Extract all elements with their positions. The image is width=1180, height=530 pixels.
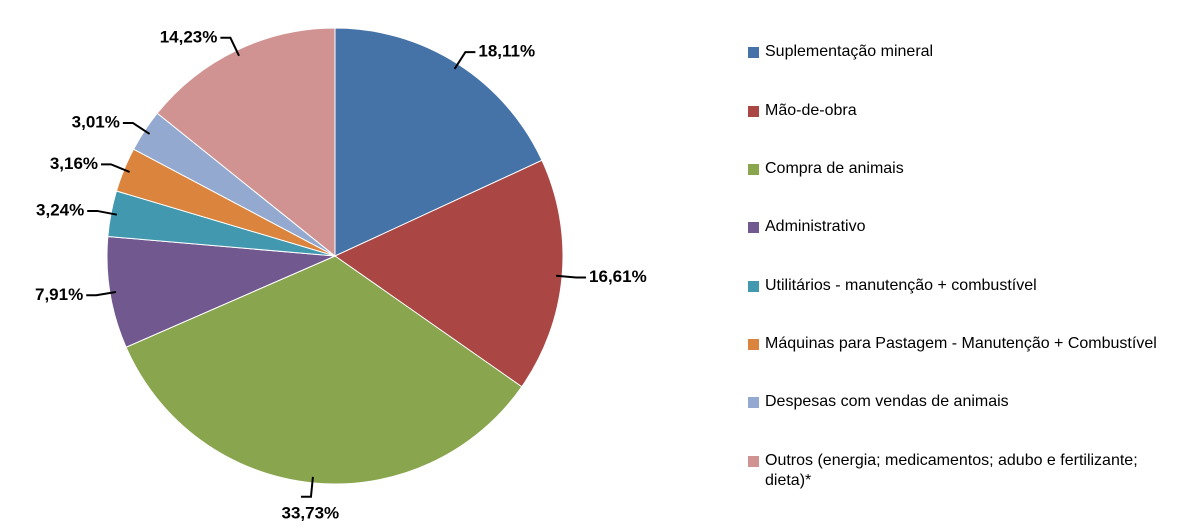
- legend-label: Mão-de-obra: [765, 102, 857, 119]
- legend-item: Utilitários - manutenção + combustível: [748, 276, 1173, 296]
- data-label: 16,61%: [589, 267, 647, 286]
- legend-label: Despesas com vendas de animais: [765, 393, 1009, 410]
- leader-line: [101, 163, 130, 173]
- leader-line: [220, 36, 240, 57]
- legend-label: Utilitários - manutenção + combustível: [765, 277, 1037, 294]
- legend-item: Outros (energia; medicamentos; adubo e f…: [748, 451, 1173, 491]
- legend-label: Suplementação mineral: [765, 43, 934, 60]
- legend-swatch: [748, 456, 759, 467]
- data-label: 7,91%: [35, 285, 83, 304]
- leader-line: [86, 291, 117, 297]
- data-label: 33,73%: [282, 503, 340, 522]
- data-label: 18,11%: [478, 42, 535, 61]
- legend-swatch: [748, 281, 759, 292]
- leader-line: [556, 274, 587, 279]
- data-label: 3,01%: [72, 112, 120, 131]
- legend-swatch: [748, 47, 759, 58]
- legend-swatch: [748, 106, 759, 117]
- legend-label: Compra de animais: [765, 160, 904, 177]
- data-label: 14,23%: [160, 27, 218, 46]
- data-label: 3,24%: [36, 200, 84, 219]
- legend-swatch: [748, 397, 759, 408]
- chart: 18,11% 16,61% 33,73% 7,91% 3,24% 3,16% 3,01% 14…: [35, 27, 647, 522]
- leader-line: [122, 121, 151, 135]
- legend-item: Compra de animais: [748, 159, 1173, 179]
- legend-label: Outros (energia; medicamentos; adubo e f…: [765, 452, 1138, 489]
- legend-swatch: [748, 339, 759, 350]
- data-label: 3,16%: [50, 154, 98, 173]
- legend-item: Suplementação mineral: [748, 42, 1173, 62]
- leader-line: [453, 51, 476, 70]
- legend-swatch: [748, 164, 759, 175]
- legend-label: Administrativo: [765, 218, 866, 235]
- legend-label: Máquinas para Pastagem - Manutenção + Co…: [765, 335, 1157, 352]
- legend-swatch: [748, 222, 759, 233]
- leader-line: [87, 209, 118, 216]
- legend-item: Mão-de-obra: [748, 101, 1173, 121]
- legend-item: Administrativo: [748, 217, 1173, 237]
- leader-line: [300, 476, 314, 498]
- legend-item: Despesas com vendas de animais: [748, 392, 1173, 412]
- legend-item: Máquinas para Pastagem - Manutenção + Co…: [748, 334, 1173, 354]
